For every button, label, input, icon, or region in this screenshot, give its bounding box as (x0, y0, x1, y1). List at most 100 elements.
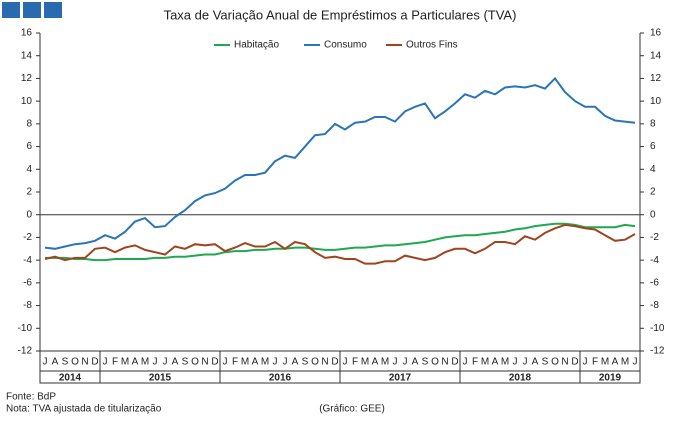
x-tick-label: J (273, 357, 278, 368)
y-tick-label: 8 (26, 118, 32, 129)
y-tick-label: 16 (21, 28, 33, 39)
x-tick-label: J (513, 357, 518, 368)
y2-tick-label: 14 (650, 50, 662, 61)
year-label: 2016 (269, 373, 292, 384)
x-tick-label: S (182, 357, 189, 368)
x-tick-label: M (121, 357, 129, 368)
x-tick-label: J (463, 357, 468, 368)
x-tick-label: M (361, 357, 369, 368)
y-tick-label: -8 (23, 300, 32, 311)
y-tick-label: 4 (26, 164, 32, 175)
x-tick-label: N (321, 357, 328, 368)
y2-tick-label: 12 (650, 73, 662, 84)
y-tick-label: 0 (26, 209, 32, 220)
y-tick-label: -4 (23, 255, 32, 266)
y2-tick-label: 6 (650, 141, 656, 152)
y2-tick-label: -4 (650, 255, 659, 266)
y-tick-label: 14 (21, 50, 33, 61)
x-tick-label: O (191, 357, 199, 368)
x-tick-label: M (241, 357, 249, 368)
x-tick-label: F (592, 357, 598, 368)
x-tick-label: D (331, 357, 338, 368)
chart-title: Taxa de Variação Anual de Empréstimos a … (164, 7, 517, 22)
x-tick-label: A (532, 357, 539, 368)
x-tick-label: S (302, 357, 309, 368)
y-tick-label: -10 (18, 323, 33, 334)
y2-tick-label: -6 (650, 277, 659, 288)
x-tick-label: M (601, 357, 609, 368)
x-tick-label: D (571, 357, 578, 368)
x-tick-label: A (492, 357, 499, 368)
x-tick-label: J (523, 357, 528, 368)
year-label: 2017 (389, 373, 412, 384)
y2-tick-label: -10 (650, 323, 665, 334)
legend-label: Habitação (234, 40, 279, 51)
x-tick-label: M (381, 357, 389, 368)
x-tick-label: J (393, 357, 398, 368)
y-tick-label: 2 (26, 187, 32, 198)
x-tick-label: J (103, 357, 108, 368)
x-tick-label: A (372, 357, 379, 368)
x-tick-label: J (283, 357, 288, 368)
x-tick-label: J (343, 357, 348, 368)
y-tick-label: -2 (23, 232, 32, 243)
legend-label: Outros Fins (406, 40, 458, 51)
x-tick-label: M (261, 357, 269, 368)
x-tick-label: M (621, 357, 629, 368)
legend-label: Consumo (324, 40, 367, 51)
x-tick-label: A (172, 357, 179, 368)
x-tick-label: O (551, 357, 559, 368)
year-label: 2019 (599, 373, 622, 384)
x-tick-label: J (43, 357, 48, 368)
x-tick-label: D (211, 357, 218, 368)
x-tick-label: N (441, 357, 448, 368)
y2-tick-label: 4 (650, 164, 656, 175)
x-tick-label: A (612, 357, 619, 368)
note: Nota: TVA ajustada de titularização (6, 404, 162, 415)
y-tick-label: 6 (26, 141, 32, 152)
y2-tick-label: 10 (650, 96, 662, 107)
x-tick-label: A (412, 357, 419, 368)
y2-tick-label: 2 (650, 187, 656, 198)
y-tick-label: 12 (21, 73, 33, 84)
y2-tick-label: -12 (650, 346, 665, 357)
x-tick-label: J (163, 357, 168, 368)
logo (44, 2, 62, 18)
x-tick-label: O (71, 357, 79, 368)
x-tick-label: D (451, 357, 458, 368)
x-tick-label: O (311, 357, 319, 368)
x-tick-label: S (62, 357, 69, 368)
y2-tick-label: -2 (650, 232, 659, 243)
x-tick-label: N (81, 357, 88, 368)
x-tick-label: A (52, 357, 59, 368)
y-tick-label: -12 (18, 346, 33, 357)
y-tick-label: -6 (23, 277, 32, 288)
x-tick-label: O (431, 357, 439, 368)
y2-tick-label: 16 (650, 28, 662, 39)
logo (2, 2, 20, 18)
y-tick-label: 10 (21, 96, 33, 107)
line-series (44, 76, 636, 250)
y2-tick-label: 0 (650, 209, 656, 220)
x-tick-label: J (223, 357, 228, 368)
x-tick-label: J (153, 357, 158, 368)
y2-tick-label: 8 (650, 118, 656, 129)
x-tick-label: A (132, 357, 139, 368)
x-tick-label: J (403, 357, 408, 368)
y2-tick-label: -8 (650, 300, 659, 311)
x-tick-label: F (352, 357, 358, 368)
x-tick-label: F (232, 357, 238, 368)
year-label: 2014 (59, 373, 82, 384)
x-tick-label: A (252, 357, 259, 368)
x-tick-label: J (583, 357, 588, 368)
line-series (45, 222, 636, 262)
line-series (44, 223, 636, 265)
year-label: 2015 (149, 373, 172, 384)
x-tick-label: F (112, 357, 118, 368)
x-tick-label: D (91, 357, 98, 368)
x-tick-label: M (141, 357, 149, 368)
x-tick-label: M (501, 357, 509, 368)
x-tick-label: S (542, 357, 549, 368)
x-tick-label: N (201, 357, 208, 368)
